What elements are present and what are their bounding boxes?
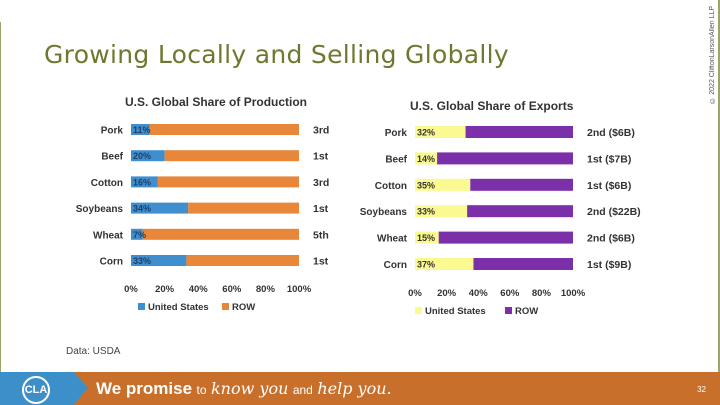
production-share-chart: U.S. Global Share of Production Pork 11% 3r… xyxy=(76,95,330,313)
production-us-data-label: 20% xyxy=(133,151,151,161)
production-us-bar xyxy=(131,202,189,214)
exports-rank-label: 2nd ($6B) xyxy=(587,127,635,139)
exports-category-label: Corn xyxy=(384,260,407,271)
production-us-bar xyxy=(131,124,150,135)
production-us-data-label: 7% xyxy=(133,230,146,240)
exports-us-bar xyxy=(415,152,438,165)
exports-rank-label: 2nd ($6B) xyxy=(587,233,635,245)
right-border-rule xyxy=(718,0,720,372)
production-x-tick-label: 0% xyxy=(124,284,138,295)
page-number: 32 xyxy=(697,385,706,394)
exports-us-bar xyxy=(415,178,471,191)
exports-category-label: Beef xyxy=(385,154,407,165)
slogan-script-help: help you. xyxy=(317,379,392,398)
production-category-label: Pork xyxy=(101,126,124,137)
production-x-tick-label: 60% xyxy=(222,284,242,295)
exports-category-label: Soybeans xyxy=(360,207,408,218)
exports-row-bar xyxy=(437,152,573,165)
exports-row-bar xyxy=(473,258,573,270)
exports-category-label: Pork xyxy=(385,128,408,139)
exports-x-tick-label: 0% xyxy=(408,288,422,299)
exports-share-chart: U.S. Global Share of Exports Pork 32% 2nd (… xyxy=(360,99,641,317)
page-title: Growing Locally and Selling Globally xyxy=(44,40,509,69)
footer-slogan: We promise to know you and help you. xyxy=(96,379,392,399)
exports-us-bar xyxy=(415,205,468,218)
exports-legend-us-swatch xyxy=(415,307,422,314)
production-x-tick-label: 20% xyxy=(155,284,175,295)
exports-us-data-label: 32% xyxy=(417,128,435,138)
exports-x-tick-label: 100% xyxy=(561,288,586,299)
production-rank-label: 3rd xyxy=(313,177,329,189)
exports-category-label: Cotton xyxy=(375,181,407,192)
exports-category-label: Wheat xyxy=(377,234,408,245)
production-legend-row-label: ROW xyxy=(232,302,255,313)
production-category-label: Cotton xyxy=(91,178,123,189)
exports-rank-label: 1st ($7B) xyxy=(587,153,631,165)
production-us-data-label: 16% xyxy=(133,177,151,187)
exports-row-bar xyxy=(467,205,573,218)
production-category-label: Beef xyxy=(101,152,123,163)
slogan-bold: We promise xyxy=(96,379,193,398)
slogan-script-know: know you xyxy=(210,379,289,398)
exports-row-bar xyxy=(470,178,573,191)
production-row-bar xyxy=(188,202,299,214)
production-x-tick-label: 80% xyxy=(256,284,276,295)
production-x-tick-label: 100% xyxy=(287,284,312,295)
exports-us-data-label: 35% xyxy=(417,180,435,190)
production-category-label: Soybeans xyxy=(76,204,124,215)
logo-panel: CLA xyxy=(0,372,88,405)
production-legend-us-swatch xyxy=(138,303,145,310)
exports-x-tick-label: 40% xyxy=(469,288,489,299)
exports-us-bar xyxy=(415,258,474,270)
footer-bar: CLA We promise to know you and help you.… xyxy=(0,372,720,405)
production-us-data-label: 33% xyxy=(133,256,151,266)
production-legend-row-swatch xyxy=(222,303,229,310)
production-category-label: Corn xyxy=(100,257,123,268)
exports-rank-label: 2nd ($22B) xyxy=(587,206,641,218)
exports-us-data-label: 15% xyxy=(417,233,435,243)
exports-us-data-label: 14% xyxy=(417,154,435,164)
exports-legend-us-label: United States xyxy=(425,306,486,317)
production-legend-us-label: United States xyxy=(148,302,209,313)
production-row-bar xyxy=(186,255,299,266)
production-chart-title: U.S. Global Share of Production xyxy=(125,95,307,109)
cla-logo-icon: CLA xyxy=(22,376,50,404)
copyright-notice: © 2022 CliftonLarsonAllen LLP xyxy=(709,6,716,104)
exports-chart-title: U.S. Global Share of Exports xyxy=(410,99,574,113)
exports-x-tick-label: 80% xyxy=(532,288,552,299)
production-us-data-label: 11% xyxy=(133,125,151,135)
production-us-bar xyxy=(131,228,143,240)
production-row-bar xyxy=(164,150,299,162)
production-rank-label: 3rd xyxy=(313,125,329,137)
production-us-bar xyxy=(131,176,158,188)
production-rank-label: 5th xyxy=(313,229,329,241)
exports-rank-label: 1st ($9B) xyxy=(587,259,631,271)
exports-row-bar xyxy=(465,126,573,138)
slogan-to: to xyxy=(196,383,207,397)
exports-us-bar xyxy=(415,231,439,244)
left-border-rule xyxy=(0,22,1,372)
exports-us-data-label: 37% xyxy=(417,260,435,270)
exports-x-tick-label: 20% xyxy=(437,288,457,299)
production-rank-label: 1st xyxy=(313,256,329,268)
production-us-bar xyxy=(131,255,187,266)
production-rank-label: 1st xyxy=(313,203,329,215)
production-row-bar xyxy=(142,228,299,240)
production-us-data-label: 34% xyxy=(133,204,151,214)
production-x-tick-label: 40% xyxy=(189,284,209,295)
production-us-bar xyxy=(131,150,165,162)
exports-us-bar xyxy=(415,126,466,138)
slogan-and: and xyxy=(292,383,313,397)
data-source-note: Data: USDA xyxy=(66,346,121,357)
exports-us-data-label: 33% xyxy=(417,207,435,217)
production-row-bar xyxy=(157,176,299,188)
exports-x-tick-label: 60% xyxy=(500,288,520,299)
production-row-bar xyxy=(149,124,299,135)
production-category-label: Wheat xyxy=(93,230,124,241)
exports-legend-row-label: ROW xyxy=(515,306,538,317)
exports-row-bar xyxy=(438,231,573,244)
production-rank-label: 1st xyxy=(313,151,329,163)
exports-rank-label: 1st ($6B) xyxy=(587,180,631,192)
exports-legend-row-swatch xyxy=(505,307,512,314)
